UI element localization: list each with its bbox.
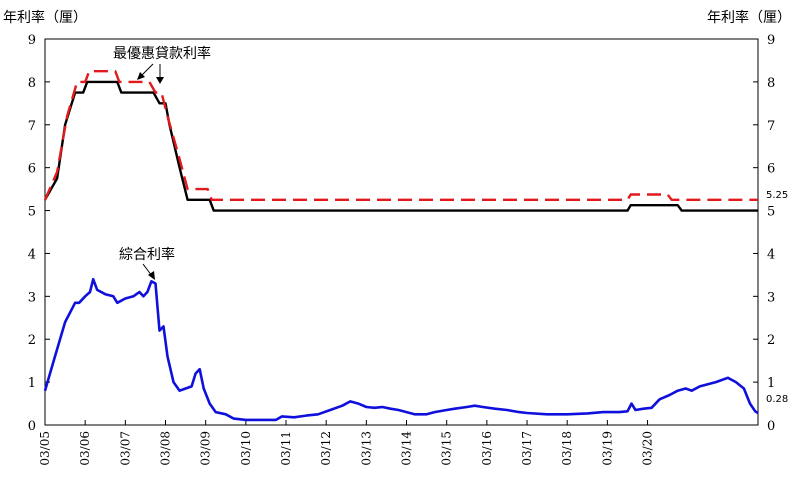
- series-line-prime_red: [43, 70, 758, 201]
- y-tick-right-label: 3: [767, 290, 775, 305]
- x-tick-label: 03/16: [480, 431, 494, 466]
- x-tick-label: 03/19: [600, 431, 614, 466]
- arrow-head-composite: [148, 271, 155, 280]
- y-tick-left-label: 7: [28, 119, 36, 134]
- y-tick-right-label: 6: [767, 162, 775, 177]
- y-tick-left-label: 6: [28, 162, 36, 177]
- x-tick-label: 03/11: [279, 431, 293, 466]
- y-tick-right-label: 9: [767, 33, 775, 48]
- x-tick-label: 03/08: [159, 431, 173, 466]
- end-value-label-end_blue: 0.28: [766, 394, 788, 405]
- x-tick-label: 03/12: [319, 431, 333, 466]
- y-tick-left-label: 3: [28, 290, 36, 305]
- series-layer: [43, 70, 759, 422]
- y-tick-right-label: 7: [767, 119, 775, 134]
- series-line-composite: [43, 277, 759, 422]
- y-tick-left-label: 2: [28, 333, 36, 348]
- y-tick-right-label: 4: [767, 247, 775, 262]
- annotation-prime-rate: 最優惠貸款利率: [113, 45, 211, 62]
- y-tick-right-label: 8: [767, 76, 775, 91]
- x-tick-label: 03/17: [520, 431, 534, 466]
- y-tick-left-label: 5: [28, 205, 36, 220]
- x-tick-label: 03/14: [400, 431, 414, 466]
- y-tick-left-label: 9: [28, 33, 36, 48]
- x-tick-label: 03/05: [38, 431, 52, 466]
- y-tick-left-label: 0: [28, 419, 36, 434]
- y-tick-left-label: 1: [28, 376, 36, 391]
- y-tick-left-label: 4: [28, 247, 36, 262]
- y-tick-right-label: 2: [767, 333, 775, 348]
- y-tick-right-label: 5: [767, 205, 775, 220]
- axes-layer: 0 0 1 1 2 2 3 3 4 4 5 5 6 6 7 7 8 8 9 9 03/05 03/06 03/07 03/08…: [28, 33, 776, 466]
- series-line-prime_black: [43, 80, 758, 212]
- x-tick-label: 03/06: [78, 431, 92, 466]
- x-tick-label: 03/15: [440, 431, 454, 466]
- y-tick-right-label: 1: [767, 376, 775, 391]
- right-axis-unit: 年利率（厘）: [707, 9, 791, 26]
- x-tick-label: 03/10: [239, 431, 253, 466]
- x-tick-label: 03/09: [199, 431, 213, 466]
- left-axis-unit: 年利率（厘）: [3, 9, 87, 26]
- end-value-label-end_red: 5.25: [766, 190, 788, 201]
- y-tick-left-label: 8: [28, 76, 36, 91]
- x-tick-label: 03/20: [641, 431, 655, 466]
- x-tick-label: 03/18: [560, 431, 574, 466]
- plot-area-frame: [44, 38, 759, 426]
- arrow-prime-black: [140, 63, 154, 77]
- x-tick-label: 03/07: [118, 431, 132, 466]
- arrow-head-prime-red: [156, 77, 164, 84]
- annotation-composite-rate: 綜合利率: [119, 246, 175, 263]
- x-tick-label: 03/13: [359, 431, 373, 466]
- y-tick-right-label: 0: [767, 419, 775, 434]
- arrow-head-prime-black: [137, 72, 145, 80]
